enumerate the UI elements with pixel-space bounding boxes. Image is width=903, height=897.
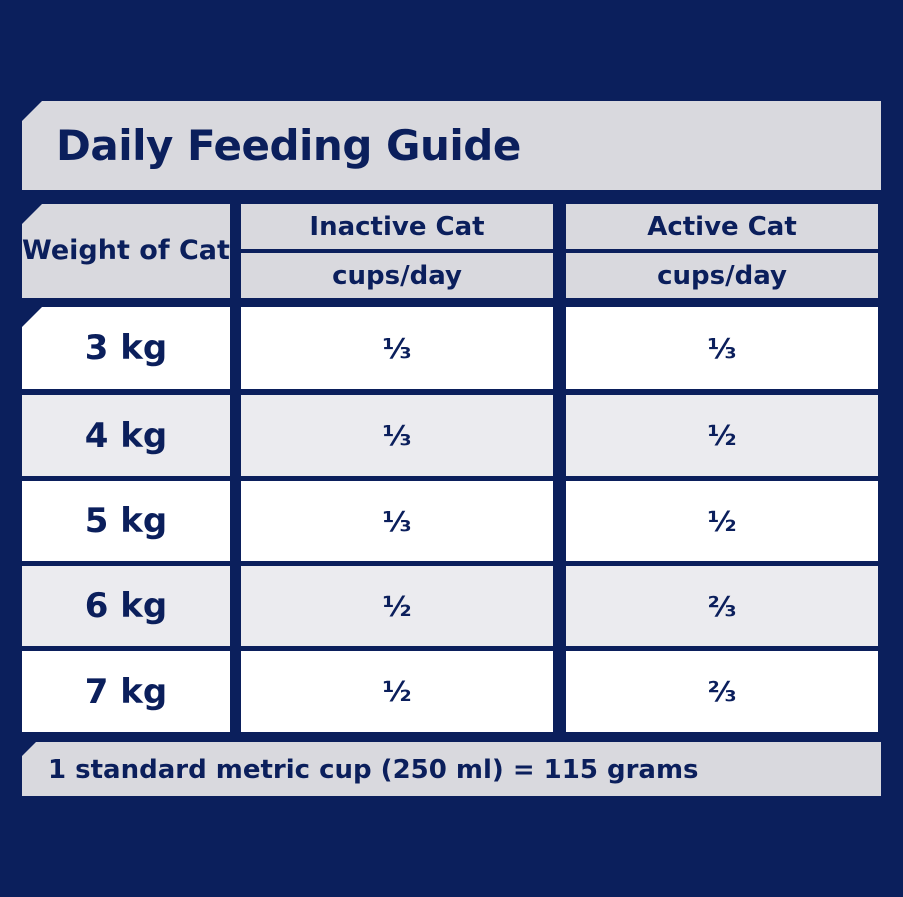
title-bar: [22, 101, 881, 190]
page-title: Daily Feeding Guide: [56, 121, 521, 170]
table-row-active: ⅔: [566, 651, 878, 732]
table-row-weight: 4 kg: [22, 395, 230, 476]
table-row-weight: 5 kg: [22, 481, 230, 561]
inactive-cat-header: Inactive Cat: [241, 204, 553, 249]
table-row-active: ⅔: [566, 566, 878, 646]
table-row-active: ½: [566, 481, 878, 561]
table-row-active: ½: [566, 395, 878, 476]
table-row-inactive: ⅓: [241, 481, 553, 561]
cup-conversion-note: 1 standard metric cup (250 ml) = 115 gra…: [48, 755, 699, 785]
table-row-weight: 3 kg: [22, 307, 230, 389]
table-row-weight: 7 kg: [22, 651, 230, 732]
inactive-cat-unit: cups/day: [241, 253, 553, 298]
active-cat-header: Active Cat: [566, 204, 878, 249]
table-row-inactive: ½: [241, 651, 553, 732]
table-row-active: ⅓: [566, 307, 878, 389]
table-row-inactive: ½: [241, 566, 553, 646]
weight-header: Weight of Cat: [22, 204, 230, 298]
table-row-inactive: ⅓: [241, 307, 553, 389]
active-cat-unit: cups/day: [566, 253, 878, 298]
footer-bar: [22, 742, 881, 796]
table-row-inactive: ⅓: [241, 395, 553, 476]
table-row-weight: 6 kg: [22, 566, 230, 646]
